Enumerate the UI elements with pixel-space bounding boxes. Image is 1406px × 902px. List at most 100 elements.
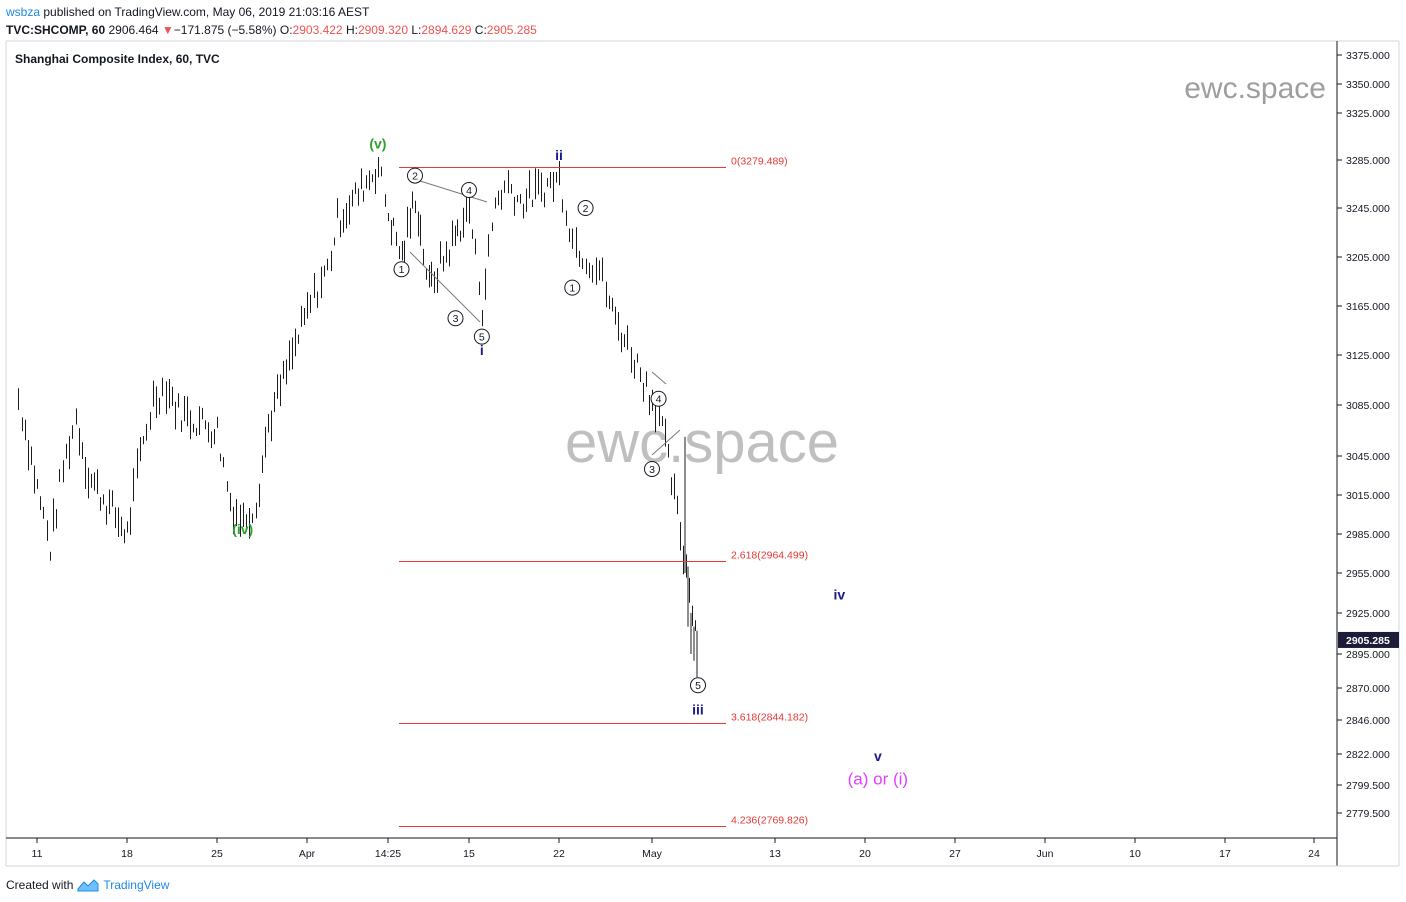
price-axis[interactable]: 3375.000 3350.000 3325.000 3285.000 3245.000… [1337, 50, 1390, 820]
time-tick-label: Apr [299, 848, 316, 860]
high-value: 2909.320 [357, 23, 409, 37]
open-value: 2903.422 [292, 23, 343, 37]
circled-wave-number: 5 [479, 331, 485, 343]
time-tick-label: 11 [32, 848, 43, 860]
time-tick-label: 13 [769, 848, 781, 860]
low-label: L: [411, 23, 422, 37]
circled-wave-marker [564, 279, 581, 296]
price-tick-label: 3015.000 [1346, 490, 1390, 502]
created-with-label: Created with [6, 878, 74, 892]
price-tick-label: 3205.000 [1346, 252, 1390, 264]
price-tick-label: 2955.000 [1346, 568, 1390, 580]
price-tick-label: 2779.500 [1346, 808, 1390, 820]
wave-label: (v) [369, 135, 386, 151]
circled-wave-number: 4 [656, 394, 662, 406]
close-label: C: [474, 23, 487, 37]
wave-label: v [874, 748, 882, 764]
trendline [651, 429, 681, 456]
ohlc-legend: TVC:SHCOMP, 60 2906.464 ▼−171.875 (−5.58… [6, 21, 537, 39]
candles-layer [18, 156, 698, 678]
close-value: 2905.285 [486, 23, 537, 37]
watermark-layer: ewc.space ewc.space [565, 72, 1326, 475]
wave-label: iv [833, 587, 845, 603]
wave-label: (a) or (i) [848, 769, 908, 788]
low-value: 2894.629 [421, 23, 472, 37]
fib-level-label: 4.236(2769.826) [731, 815, 808, 827]
open-label: O: [279, 23, 293, 37]
time-tick-label: 14:25 [375, 848, 401, 860]
circled-wave-number: 2 [583, 203, 589, 215]
price-tick-label: 2846.000 [1346, 715, 1390, 727]
price-tick-label: 2925.000 [1346, 608, 1390, 620]
watermark-large: ewc.space [565, 410, 839, 475]
price-tick-label: 3045.000 [1346, 451, 1390, 463]
tradingview-logo-icon [77, 879, 99, 892]
publish-info: published on TradingView.com, May 06, 20… [43, 5, 370, 19]
circled-wave-number: 1 [399, 264, 405, 276]
circled-wave-number: 1 [569, 282, 575, 294]
price-tick-label: 2822.000 [1346, 749, 1390, 761]
footer: Created with TradingView [6, 876, 169, 894]
trendline-layer [409, 179, 681, 456]
time-tick-label: Jun [1037, 848, 1054, 860]
time-tick-label: 25 [211, 848, 223, 860]
time-tick-label: 27 [949, 848, 961, 860]
circled-wave-marker [447, 310, 464, 327]
circled-wave-marker [690, 677, 706, 694]
price-tick-label: 3125.000 [1346, 350, 1390, 362]
last-value: 2906.464 [108, 23, 159, 37]
last-price-marker: 2905.285 [1338, 631, 1399, 648]
time-tick-label: 22 [553, 848, 565, 860]
wave-label: i [480, 342, 484, 358]
time-tick-label: 18 [121, 848, 133, 860]
price-tick-label: 2895.000 [1346, 649, 1390, 661]
price-tick-label: 3165.000 [1346, 301, 1390, 313]
high-label: H: [345, 23, 358, 37]
fib-level-label: 3.618(2844.182) [731, 712, 808, 724]
fib-levels-layer: 0(3279.489) 2.618(2964.499) 3.618(2844.182… [399, 156, 808, 827]
circled-wave-number: 4 [466, 185, 472, 197]
price-tick-label: 3285.000 [1346, 155, 1390, 167]
price-tick-label: 2985.000 [1346, 529, 1390, 541]
wave-label: ii [555, 147, 563, 163]
price-tick-label: 3350.000 [1346, 79, 1390, 91]
fib-level-label: 0(3279.489) [731, 156, 788, 168]
time-tick-label: 17 [1219, 848, 1231, 860]
time-axis[interactable]: 11 18 25 Apr 14:25 15 22 May 13 20 27 Jun 10 17 24 [32, 838, 1320, 860]
trendline [651, 371, 667, 385]
change-value: −171.875 (−5.58%) [173, 23, 277, 37]
publisher-username[interactable]: wsbza [6, 5, 41, 19]
last-price-tag [1338, 631, 1399, 648]
symbol-label: TVC:SHCOMP, 60 [6, 23, 106, 37]
price-tick-label: 2799.500 [1346, 780, 1390, 792]
circled-wave-marker [393, 261, 410, 278]
circled-wave-marker [644, 461, 660, 477]
change-arrow-icon: ▼ [161, 23, 174, 37]
wave-label: iii [692, 702, 704, 718]
watermark-small: ewc.space [1184, 72, 1326, 105]
time-tick-label: 24 [1308, 848, 1320, 860]
tradingview-link[interactable]: TradingView [103, 878, 170, 892]
last-price-label: 2905.285 [1346, 635, 1390, 647]
price-tick-label: 3375.000 [1346, 50, 1390, 62]
time-tick-label: 10 [1129, 848, 1141, 860]
chart-title: Shanghai Composite Index, 60, TVC [15, 52, 220, 66]
circled-wave-number: 3 [453, 313, 459, 325]
price-tick-label: 2870.000 [1346, 683, 1390, 695]
time-tick-label: 15 [463, 848, 475, 860]
fib-level-label: 2.618(2964.499) [731, 550, 808, 562]
circled-wave-number: 5 [695, 680, 701, 692]
price-tick-label: 3325.000 [1346, 108, 1390, 120]
publish-header: wsbza published on TradingView.com, May … [6, 3, 369, 21]
time-tick-label: May [642, 848, 663, 860]
wave-label: (iv) [232, 521, 253, 537]
circled-wave-number: 3 [649, 464, 655, 476]
circled-wave-marker [650, 390, 667, 407]
price-tick-label: 3085.000 [1346, 400, 1390, 412]
trendline [409, 251, 481, 323]
circled-wave-number: 2 [412, 170, 418, 182]
circled-wave-marker [407, 167, 423, 184]
time-tick-label: 20 [859, 848, 871, 860]
